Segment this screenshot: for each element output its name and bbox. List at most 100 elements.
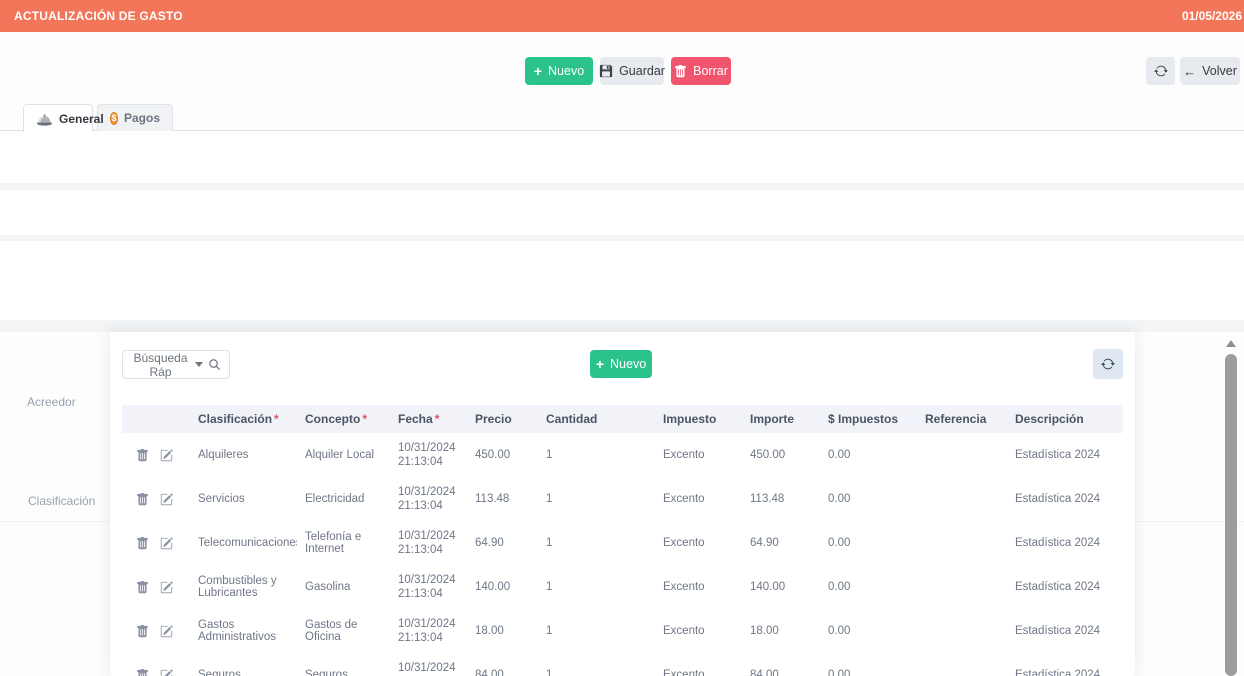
- cell-concepto: Alquiler Local: [297, 433, 390, 477]
- required-marker: *: [434, 412, 440, 426]
- cell-descripcion: Estadística 2024: [1007, 565, 1123, 609]
- col-referencia: Referencia: [917, 405, 1007, 433]
- delete-button[interactable]: Borrar: [671, 57, 731, 85]
- cell-impuestos: 0.00: [820, 433, 917, 477]
- caret-down-icon: [195, 362, 203, 367]
- cell-impuesto: Excento: [655, 477, 742, 521]
- cell-concepto: Seguros: [297, 653, 390, 676]
- quick-search-button[interactable]: Búsqueda Ráp: [122, 350, 230, 379]
- delete-row-icon[interactable]: [136, 536, 149, 550]
- cell-descripcion: Estadística 2024: [1007, 609, 1123, 653]
- detail-table: Clasificación * Concepto * Fecha * Precio C…: [122, 405, 1123, 676]
- cell-cantidad: 1: [538, 565, 655, 609]
- cell-impuesto: Excento: [655, 433, 742, 477]
- col-actions: [122, 405, 190, 433]
- plus-icon: +: [595, 356, 605, 372]
- cell-impuestos: 0.00: [820, 565, 917, 609]
- tab-pagos[interactable]: $ Pagos: [97, 104, 173, 131]
- col-clasificacion: Clasificación *: [190, 405, 297, 433]
- app-header: ACTUALIZACIÓN DE GASTO 01/05/2026: [0, 0, 1244, 32]
- cell-importe: 450.00: [742, 433, 820, 477]
- cell-cantidad: 1: [538, 609, 655, 653]
- cell-precio: 64.90: [467, 521, 538, 565]
- col-fecha: Fecha *: [390, 405, 467, 433]
- cell-impuestos: 0.00: [820, 653, 917, 676]
- new-button[interactable]: + Nuevo: [525, 57, 593, 85]
- clasificacion-label: Clasificación: [28, 494, 96, 508]
- trash-icon: [674, 64, 687, 78]
- cell-clasificacion: Alquileres: [190, 433, 297, 477]
- grid-refresh-button[interactable]: [1093, 349, 1123, 379]
- fecha-emision-row: Fecha Emisión* Estatus BORRADOR: [0, 131, 1244, 302]
- cell-importe: 140.00: [742, 565, 820, 609]
- cell-concepto: Telefonía e Internet: [297, 521, 390, 565]
- page-title: ACTUALIZACIÓN DE GASTO: [14, 9, 183, 23]
- cell-precio: 18.00: [467, 609, 538, 653]
- edit-row-icon[interactable]: [160, 492, 173, 506]
- cell-referencia: [917, 653, 1007, 676]
- delete-row-icon[interactable]: [136, 580, 149, 594]
- plus-icon: +: [533, 63, 543, 79]
- add-line-button[interactable]: + Nuevo: [590, 350, 652, 378]
- cell-clasificacion: Telecomunicaciones: [190, 521, 297, 565]
- detail-card: Búsqueda Ráp + Nuevo Clasificación * Conc…: [110, 332, 1135, 676]
- cell-referencia: [917, 565, 1007, 609]
- save-button[interactable]: Guardar: [599, 57, 665, 85]
- cell-impuesto: Excento: [655, 521, 742, 565]
- table-header-row: Clasificación * Concepto * Fecha * Precio C…: [122, 405, 1123, 433]
- refresh-icon: [1101, 357, 1115, 371]
- cell-importe: 84.00: [742, 653, 820, 676]
- back-arrow-icon: ←: [1183, 63, 1197, 79]
- cell-precio: 84.00: [467, 653, 538, 676]
- cell-clasificacion: Gastos Administrativos: [190, 609, 297, 653]
- cell-importe: 64.90: [742, 521, 820, 565]
- cell-referencia: [917, 521, 1007, 565]
- cell-cantidad: 1: [538, 477, 655, 521]
- scrollbar-thumb[interactable]: [1225, 354, 1237, 676]
- delete-row-icon[interactable]: [136, 624, 149, 638]
- cell-cantidad: 1: [538, 521, 655, 565]
- back-button[interactable]: ← Volver: [1180, 57, 1240, 85]
- cell-impuesto: Excento: [655, 653, 742, 676]
- header-date: 01/05/2026: [1181, 9, 1242, 23]
- edit-row-icon[interactable]: [160, 448, 173, 462]
- delete-row-icon[interactable]: [136, 492, 149, 506]
- cell-importe: 18.00: [742, 609, 820, 653]
- cell-precio: 450.00: [467, 433, 538, 477]
- delete-row-icon[interactable]: [136, 668, 149, 676]
- new-button-label: Nuevo: [548, 64, 585, 78]
- save-button-label: Guardar: [619, 64, 665, 78]
- dollar-circle-icon: $: [110, 111, 118, 125]
- col-importe: Importe: [742, 405, 820, 433]
- required-marker: *: [362, 412, 368, 426]
- refresh-button[interactable]: [1146, 57, 1175, 85]
- table-row: Servicios Electricidad 10/31/2024 21:13:0…: [122, 477, 1123, 521]
- tab-general[interactable]: General: [23, 104, 104, 132]
- col-concepto: Concepto *: [297, 405, 390, 433]
- cell-referencia: [917, 609, 1007, 653]
- delete-row-icon[interactable]: [136, 448, 149, 462]
- cell-concepto: Electricidad: [297, 477, 390, 521]
- acreedor-row: Acreedor Varios: [0, 190, 1244, 416]
- scroll-up-icon[interactable]: [1226, 340, 1236, 347]
- cell-descripcion: Estadística 2024: [1007, 653, 1123, 676]
- cell-cantidad: 1: [538, 433, 655, 477]
- cell-referencia: [917, 477, 1007, 521]
- tab-general-label: General: [59, 111, 104, 126]
- vertical-scrollbar[interactable]: [1222, 334, 1240, 676]
- tab-pagos-label: Pagos: [123, 111, 160, 125]
- edit-row-icon[interactable]: [160, 580, 173, 594]
- edit-row-icon[interactable]: [160, 536, 173, 550]
- back-button-label: Volver: [1202, 64, 1237, 78]
- edit-row-icon[interactable]: [160, 624, 173, 638]
- table-row: Telecomunicaciones Telefonía e Internet …: [122, 521, 1123, 565]
- cell-impuestos: 0.00: [820, 609, 917, 653]
- cell-importe: 113.48: [742, 477, 820, 521]
- col-impuestos: $ Impuestos: [820, 405, 917, 433]
- edit-row-icon[interactable]: [160, 668, 173, 676]
